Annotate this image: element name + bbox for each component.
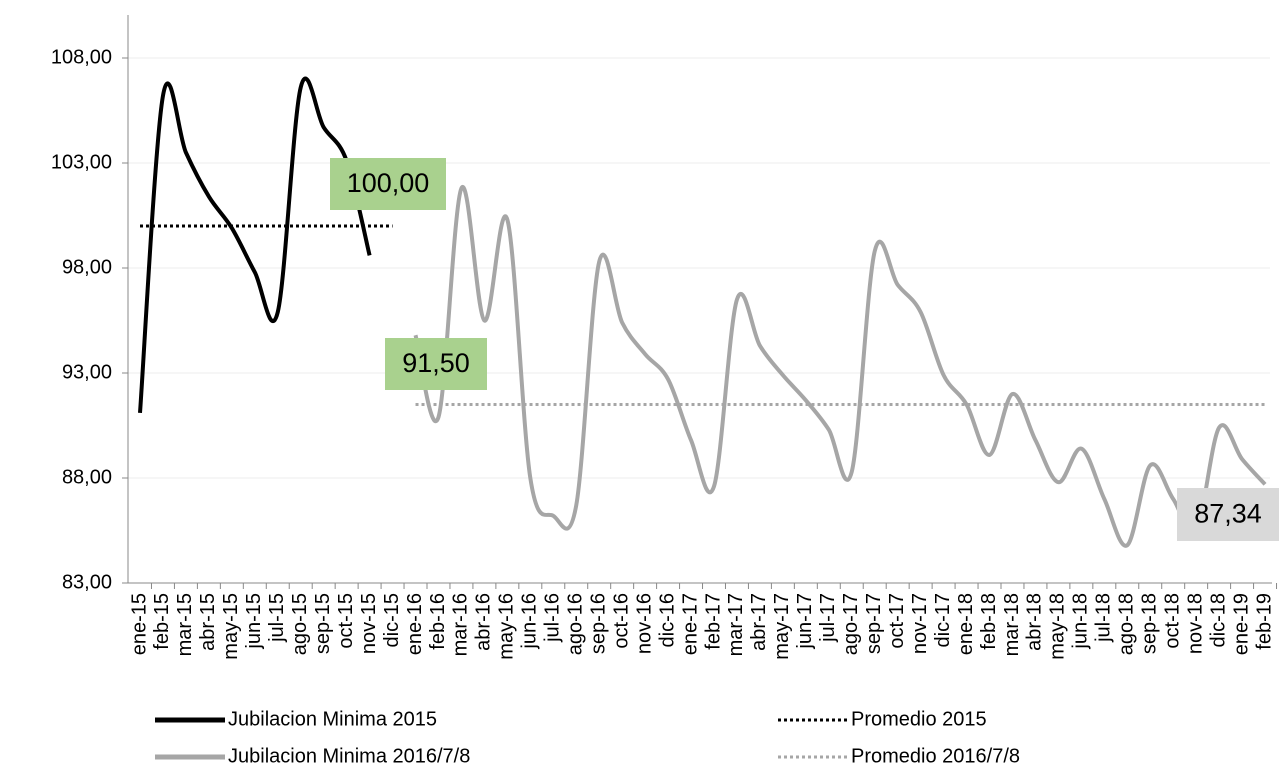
x-tick-label: mar-17 (725, 593, 747, 656)
x-tick-label: nov-18 (1184, 593, 1206, 654)
x-tick-label: nov-17 (909, 593, 931, 654)
x-tick-label: ago-17 (840, 593, 862, 655)
x-tick-label: feb-18 (978, 593, 1000, 650)
x-tick-label: dic-16 (656, 593, 678, 647)
x-tick-label: dic-18 (1207, 593, 1229, 647)
x-tick-label: ago-16 (565, 593, 587, 655)
x-tick-label: ago-15 (289, 593, 311, 655)
x-tick-label: abr-15 (197, 593, 219, 651)
x-tick-label: jul-17 (817, 593, 839, 643)
x-tick-label: jun-16 (519, 593, 541, 650)
x-tick-label: jun-17 (794, 593, 816, 650)
x-tick-label: abr-18 (1024, 593, 1046, 651)
x-tick-label: oct-17 (886, 593, 908, 649)
x-tick-label: oct-18 (1161, 593, 1183, 649)
annotation-box (330, 158, 446, 210)
x-tick-label: may-18 (1047, 593, 1069, 660)
x-tick-label: dic-17 (932, 593, 954, 647)
x-tick-label: mar-18 (1001, 593, 1023, 656)
x-tick-label: nov-16 (633, 593, 655, 654)
x-tick-label: jun-15 (243, 593, 265, 650)
x-tick-label: sep-15 (312, 593, 334, 654)
series-line (413, 185, 1267, 548)
legend-label: Promedio 2016/7/8 (851, 745, 1020, 767)
x-tick-label: oct-16 (610, 593, 632, 649)
x-tick-label: ago-18 (1116, 593, 1138, 655)
legend-label: Promedio 2015 (851, 708, 987, 730)
x-tick-label: feb-17 (702, 593, 724, 650)
legend-label: Jubilacion Minima 2016/7/8 (228, 745, 470, 767)
x-tick-label: jul-15 (266, 593, 288, 643)
x-tick-label: jul-18 (1093, 593, 1115, 643)
y-tick-label: 103,00 (51, 151, 112, 173)
annotation: 87,34 (1194, 499, 1262, 529)
legend-label: Jubilacion Minima 2015 (228, 708, 437, 730)
x-tick-label: mar-16 (450, 593, 472, 656)
series-line (138, 76, 372, 414)
x-tick-label: abr-16 (473, 593, 495, 651)
x-tick-label: mar-15 (174, 593, 196, 656)
x-tick-label: sep-16 (587, 593, 609, 654)
x-tick-label: abr-17 (748, 593, 770, 651)
x-tick-label: jul-16 (542, 593, 564, 643)
annotation: 91,50 (402, 348, 470, 378)
x-tick-label: ene-18 (955, 593, 977, 655)
y-tick-label: 88,00 (62, 466, 112, 488)
x-tick-label: nov-15 (358, 593, 380, 654)
x-tick-label: dic-15 (381, 593, 403, 647)
x-tick-label: sep-18 (1139, 593, 1161, 654)
x-tick-label: ene-19 (1230, 593, 1252, 655)
x-tick-label: oct-15 (335, 593, 357, 649)
x-tick-label: feb-15 (151, 593, 173, 650)
y-tick-label: 83,00 (62, 571, 112, 593)
x-tick-label: jun-18 (1070, 593, 1092, 650)
y-tick-label: 98,00 (62, 256, 112, 278)
y-tick-label: 108,00 (51, 46, 112, 68)
x-tick-label: feb-16 (427, 593, 449, 650)
x-tick-label: may-16 (496, 593, 518, 660)
annotation-box (385, 338, 487, 390)
y-tick-label: 93,00 (62, 361, 112, 383)
x-tick-label: ene-16 (404, 593, 426, 655)
x-tick-label: feb-19 (1253, 593, 1275, 650)
x-tick-label: sep-17 (863, 593, 885, 654)
x-tick-label: may-17 (771, 593, 793, 660)
x-tick-label: ene-17 (679, 593, 701, 655)
x-tick-label: ene-15 (128, 593, 150, 655)
x-tick-label: may-15 (220, 593, 242, 660)
annotation: 100,00 (347, 168, 430, 198)
annotation-box (1177, 488, 1279, 541)
